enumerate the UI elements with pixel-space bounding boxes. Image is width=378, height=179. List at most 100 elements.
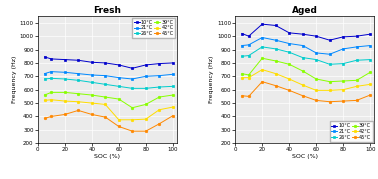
10°C [116,64,121,66]
10°C [103,62,108,64]
21°C [260,37,265,39]
10°C [130,67,135,69]
21°C [301,44,305,47]
26°C [314,59,318,61]
42°C [246,77,251,79]
42°C [76,101,81,103]
Line: 42°C: 42°C [43,98,174,121]
Line: 10°C: 10°C [43,56,174,69]
45°C [260,81,265,83]
39°C [314,78,318,80]
42°C [301,84,305,86]
45°C [42,117,47,120]
45°C [76,109,81,112]
21°C [240,44,244,47]
42°C [341,89,345,91]
39°C [246,74,251,76]
21°C [62,71,67,73]
Line: 21°C: 21°C [241,36,372,55]
26°C [42,78,47,80]
Y-axis label: Frequency (Hz): Frequency (Hz) [209,56,214,103]
39°C [368,71,372,73]
21°C [157,75,161,77]
42°C [170,106,175,108]
42°C [62,100,67,102]
Title: Aged: Aged [292,6,318,15]
45°C [130,130,135,132]
39°C [130,107,135,109]
21°C [90,74,94,76]
10°C [49,58,54,60]
45°C [170,115,175,117]
21°C [42,72,47,75]
21°C [49,71,54,73]
26°C [76,79,81,81]
Line: 45°C: 45°C [241,80,372,103]
10°C [327,39,332,41]
42°C [103,103,108,105]
42°C [260,69,265,71]
26°C [49,77,54,79]
10°C [62,59,67,61]
21°C [76,72,81,75]
10°C [246,35,251,37]
10°C [240,32,244,35]
Y-axis label: Frequency (Hz): Frequency (Hz) [12,56,17,103]
21°C [103,75,108,77]
39°C [76,93,81,95]
39°C [42,94,47,96]
10°C [341,36,345,38]
10°C [301,33,305,35]
42°C [327,89,332,91]
39°C [49,91,54,93]
26°C [368,59,372,61]
21°C [314,52,318,54]
Line: 21°C: 21°C [43,70,174,80]
39°C [273,60,278,62]
45°C [90,113,94,115]
26°C [273,48,278,50]
26°C [301,57,305,59]
39°C [341,80,345,82]
39°C [170,94,175,96]
26°C [157,86,161,88]
Line: 39°C: 39°C [241,57,372,83]
Title: Fresh: Fresh [93,6,121,15]
42°C [49,99,54,101]
42°C [368,83,372,85]
45°C [301,95,305,97]
26°C [130,87,135,90]
45°C [157,123,161,125]
39°C [355,79,359,81]
10°C [355,35,359,37]
21°C [273,39,278,41]
21°C [144,75,148,77]
45°C [341,100,345,102]
10°C [368,33,372,35]
10°C [273,24,278,26]
X-axis label: SOC (%): SOC (%) [292,154,318,159]
10°C [170,62,175,64]
39°C [301,70,305,72]
39°C [116,98,121,100]
45°C [49,115,54,118]
45°C [327,101,332,103]
Legend: 10°C, 21°C, 26°C, 39°C, 42°C, 45°C: 10°C, 21°C, 26°C, 39°C, 42°C, 45°C [330,121,373,142]
21°C [327,53,332,55]
26°C [355,59,359,61]
26°C [341,62,345,65]
21°C [287,42,291,45]
45°C [103,116,108,118]
26°C [103,83,108,85]
Line: 42°C: 42°C [241,68,372,92]
10°C [42,56,47,58]
39°C [240,72,244,75]
26°C [90,81,94,83]
10°C [260,23,265,25]
26°C [170,85,175,87]
42°C [157,109,161,111]
26°C [116,85,121,87]
45°C [62,113,67,115]
39°C [327,81,332,83]
Line: 26°C: 26°C [241,46,372,66]
